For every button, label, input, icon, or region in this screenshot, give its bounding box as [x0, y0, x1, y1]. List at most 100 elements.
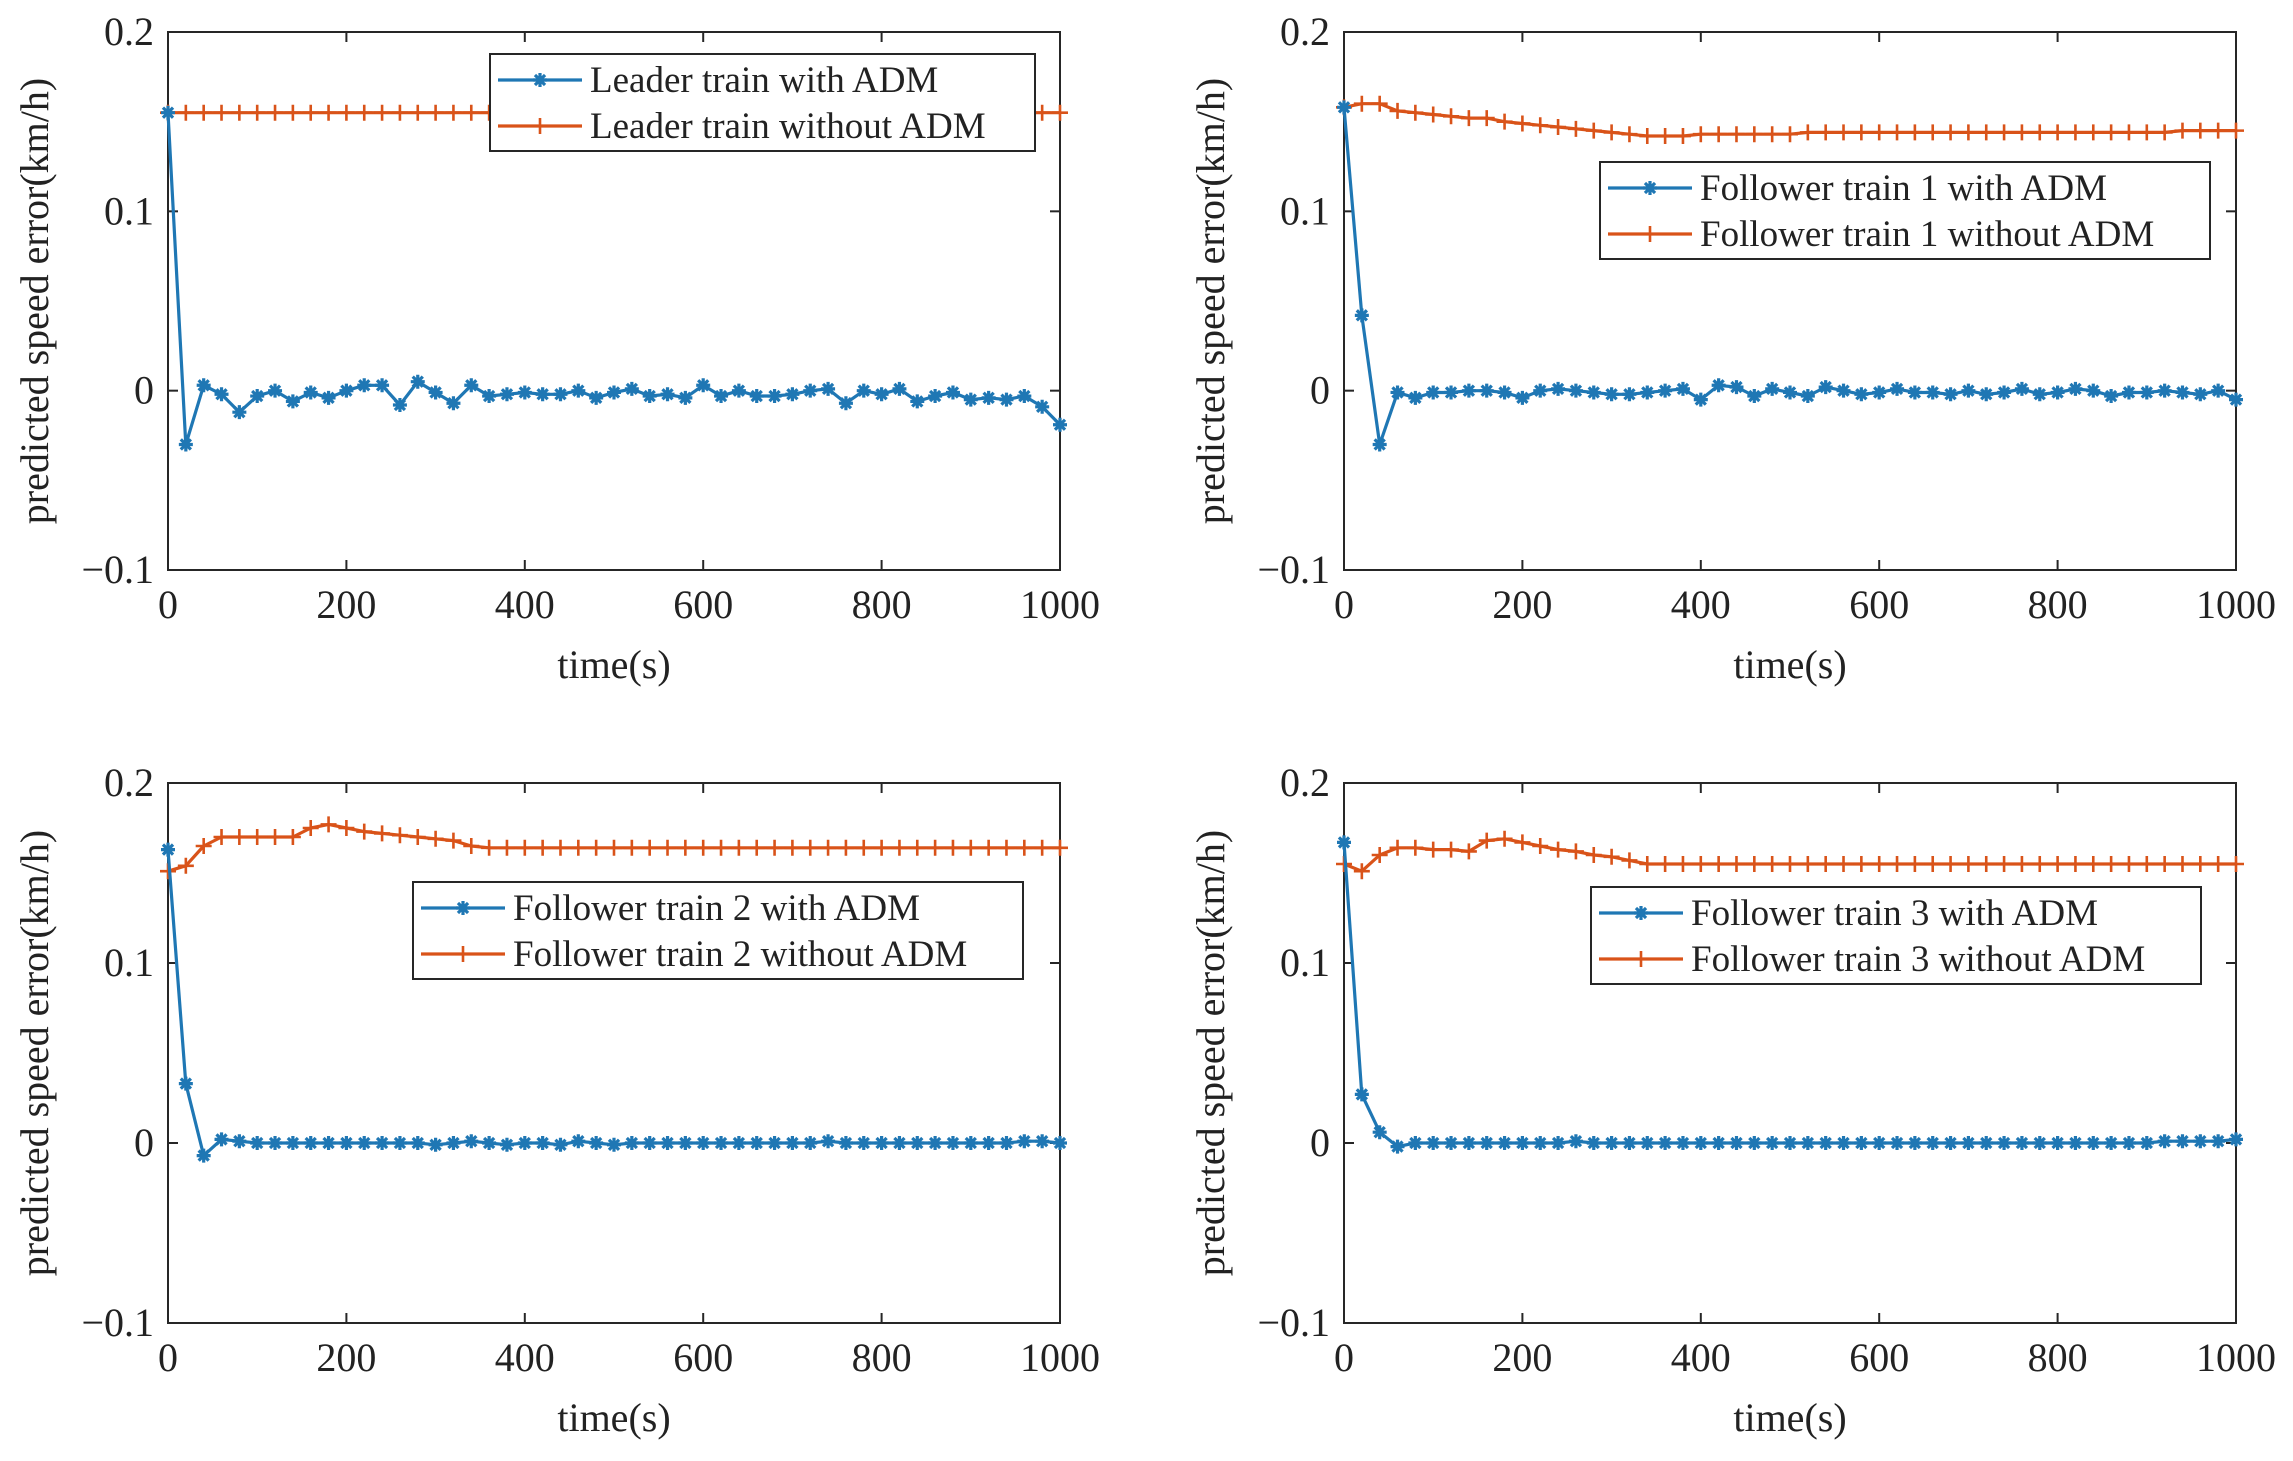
data-point	[803, 383, 818, 398]
data-point	[2192, 122, 2209, 139]
x-tick-label: 400	[495, 582, 555, 627]
data-point	[1942, 856, 1959, 872]
data-point	[1408, 1136, 1423, 1150]
data-point	[2068, 1136, 2083, 1150]
data-point	[250, 1136, 265, 1150]
legend-label: Leader train without ADM	[590, 106, 986, 147]
data-point	[2121, 385, 2136, 400]
data-point	[838, 1136, 853, 1150]
chart-panel-2: 0 200 400 600 800 1000−0.100.10.2time(s)predi…	[1188, 9, 2276, 687]
data-point	[1372, 1125, 1387, 1140]
data-point	[1497, 1136, 1512, 1150]
data-point	[1836, 383, 1851, 398]
data-point	[981, 390, 996, 405]
legend-box	[1590, 886, 2202, 985]
data-point	[320, 104, 337, 121]
data-point	[1924, 856, 1941, 872]
y-tick-label: −0.1	[1257, 1300, 1330, 1345]
series-follower-train-2-with-adm	[161, 842, 1067, 1163]
data-point	[303, 385, 318, 400]
data-point	[552, 839, 569, 856]
plot-area	[167, 782, 1061, 1324]
data-point	[1052, 104, 1068, 121]
data-point	[2086, 383, 2101, 398]
data-point	[821, 381, 836, 396]
data-point	[1639, 856, 1656, 872]
data-point	[410, 1136, 425, 1150]
data-point	[321, 1136, 336, 1150]
data-point	[1693, 392, 1708, 407]
data-point	[213, 829, 230, 845]
data-point	[445, 104, 462, 121]
data-point	[446, 396, 461, 411]
x-tick-label: 400	[495, 1335, 555, 1380]
data-point	[231, 829, 248, 845]
data-point	[1658, 1136, 1673, 1150]
data-point	[1854, 387, 1869, 402]
data-point	[1996, 124, 2013, 141]
data-point	[2174, 856, 2191, 872]
data-point	[1979, 1136, 1994, 1150]
data-point	[2229, 1132, 2243, 1147]
data-point	[1942, 124, 1959, 141]
data-point	[1835, 124, 1852, 141]
data-point	[1568, 1134, 1583, 1149]
legend-box	[489, 53, 1036, 152]
data-point	[1479, 1136, 1494, 1150]
data-point	[571, 383, 586, 398]
data-point	[375, 378, 390, 393]
data-point	[2121, 1136, 2136, 1150]
data-point	[624, 1136, 639, 1150]
data-point	[1622, 1136, 1637, 1150]
legend-marker	[1643, 181, 1657, 195]
y-tick-label: 0.1	[104, 940, 154, 985]
data-point	[2211, 1134, 2226, 1149]
data-point	[1853, 856, 1870, 872]
data-point	[1604, 387, 1619, 402]
series-leader-train-with-adm	[161, 105, 1067, 452]
data-point	[1035, 399, 1050, 414]
data-point	[1461, 1136, 1476, 1150]
data-point	[749, 1136, 764, 1150]
x-tick-label: 800	[852, 1335, 912, 1380]
data-point	[660, 387, 675, 402]
data-point	[749, 389, 764, 404]
data-point	[356, 104, 373, 121]
data-point	[1729, 380, 1744, 395]
legend-box	[412, 881, 1024, 980]
data-point	[1657, 856, 1674, 872]
data-point	[1925, 385, 1940, 400]
data-point	[1603, 124, 1620, 141]
data-point	[2085, 856, 2102, 872]
data-point	[1640, 1136, 1655, 1150]
data-point	[1496, 113, 1513, 130]
data-point	[1924, 124, 1941, 141]
data-point	[1425, 841, 1442, 858]
data-point	[1783, 385, 1797, 400]
data-point	[249, 104, 266, 121]
data-point	[1353, 95, 1370, 112]
data-point	[463, 838, 480, 854]
data-point	[1835, 856, 1852, 872]
y-tick-label: 0.2	[1280, 760, 1330, 805]
x-axis-label: time(s)	[557, 642, 670, 687]
data-point	[803, 1136, 818, 1150]
data-point	[2067, 124, 2084, 141]
legend-marker	[1642, 226, 1658, 242]
data-point	[784, 839, 801, 856]
data-point	[1782, 856, 1798, 872]
data-point	[714, 389, 729, 404]
data-point	[962, 839, 979, 856]
data-point	[428, 1137, 443, 1152]
data-point	[1443, 841, 1460, 858]
data-point	[785, 387, 800, 402]
data-point	[731, 383, 746, 398]
data-point	[1925, 1136, 1940, 1150]
data-point	[589, 390, 604, 405]
data-point	[1711, 1136, 1726, 1150]
data-point	[1836, 1136, 1851, 1150]
data-point	[2175, 1134, 2190, 1149]
data-point	[963, 392, 978, 407]
y-tick-label: 0.1	[1280, 940, 1330, 985]
